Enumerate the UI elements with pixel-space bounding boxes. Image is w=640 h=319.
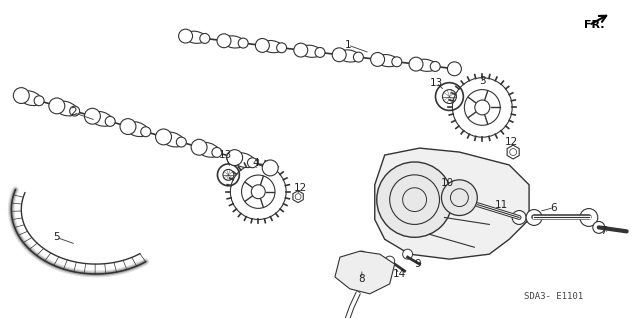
Circle shape	[526, 210, 542, 226]
Polygon shape	[335, 251, 395, 294]
Ellipse shape	[125, 122, 148, 137]
Ellipse shape	[261, 41, 283, 53]
Circle shape	[392, 57, 402, 67]
Ellipse shape	[196, 142, 220, 157]
Circle shape	[512, 211, 526, 225]
Circle shape	[315, 48, 325, 57]
Circle shape	[377, 162, 452, 237]
Circle shape	[156, 129, 172, 145]
Circle shape	[403, 249, 413, 259]
Circle shape	[255, 39, 269, 52]
Ellipse shape	[415, 59, 436, 71]
Ellipse shape	[376, 55, 398, 67]
Ellipse shape	[19, 91, 42, 106]
Text: SDA3- E1101: SDA3- E1101	[524, 292, 584, 301]
Circle shape	[191, 139, 207, 155]
Circle shape	[200, 33, 210, 43]
Circle shape	[238, 38, 248, 48]
Text: 8: 8	[358, 274, 365, 284]
Circle shape	[179, 29, 193, 43]
Ellipse shape	[184, 31, 206, 43]
Circle shape	[212, 147, 222, 157]
Circle shape	[34, 96, 44, 106]
Ellipse shape	[161, 132, 184, 147]
Polygon shape	[375, 148, 529, 259]
Text: 4: 4	[252, 158, 259, 168]
Text: 9: 9	[414, 259, 421, 269]
Text: 13: 13	[219, 150, 232, 160]
Ellipse shape	[54, 101, 77, 116]
Circle shape	[385, 256, 395, 266]
Circle shape	[70, 106, 79, 116]
Text: 10: 10	[441, 178, 454, 188]
Circle shape	[177, 137, 186, 147]
Text: 7: 7	[600, 226, 607, 236]
Circle shape	[442, 180, 477, 216]
Circle shape	[84, 108, 100, 124]
Ellipse shape	[300, 45, 321, 57]
Text: FR.: FR.	[584, 20, 604, 30]
Text: 14: 14	[393, 269, 406, 279]
Circle shape	[227, 150, 243, 166]
Circle shape	[49, 98, 65, 114]
Circle shape	[580, 209, 598, 226]
Text: 12: 12	[294, 183, 307, 193]
Text: 12: 12	[504, 137, 518, 147]
Circle shape	[248, 158, 257, 168]
Text: 2: 2	[70, 108, 76, 117]
Circle shape	[294, 43, 308, 57]
Text: 3: 3	[479, 76, 486, 86]
Circle shape	[356, 251, 368, 263]
Circle shape	[409, 57, 423, 71]
Circle shape	[217, 34, 231, 48]
Circle shape	[276, 43, 287, 53]
Circle shape	[371, 53, 385, 66]
Text: 11: 11	[495, 200, 508, 210]
Ellipse shape	[223, 36, 244, 48]
Circle shape	[430, 62, 440, 71]
Text: 5: 5	[53, 232, 60, 242]
Text: 6: 6	[550, 203, 557, 212]
Ellipse shape	[90, 111, 113, 126]
Ellipse shape	[232, 153, 255, 167]
Circle shape	[120, 119, 136, 135]
Ellipse shape	[338, 50, 360, 62]
Circle shape	[332, 48, 346, 62]
Text: 1: 1	[344, 40, 351, 50]
Circle shape	[353, 52, 364, 62]
Text: 13: 13	[430, 78, 443, 88]
Circle shape	[13, 88, 29, 103]
Circle shape	[141, 127, 151, 137]
Circle shape	[105, 116, 115, 126]
Circle shape	[262, 160, 278, 176]
Circle shape	[447, 62, 461, 76]
Circle shape	[593, 221, 605, 234]
